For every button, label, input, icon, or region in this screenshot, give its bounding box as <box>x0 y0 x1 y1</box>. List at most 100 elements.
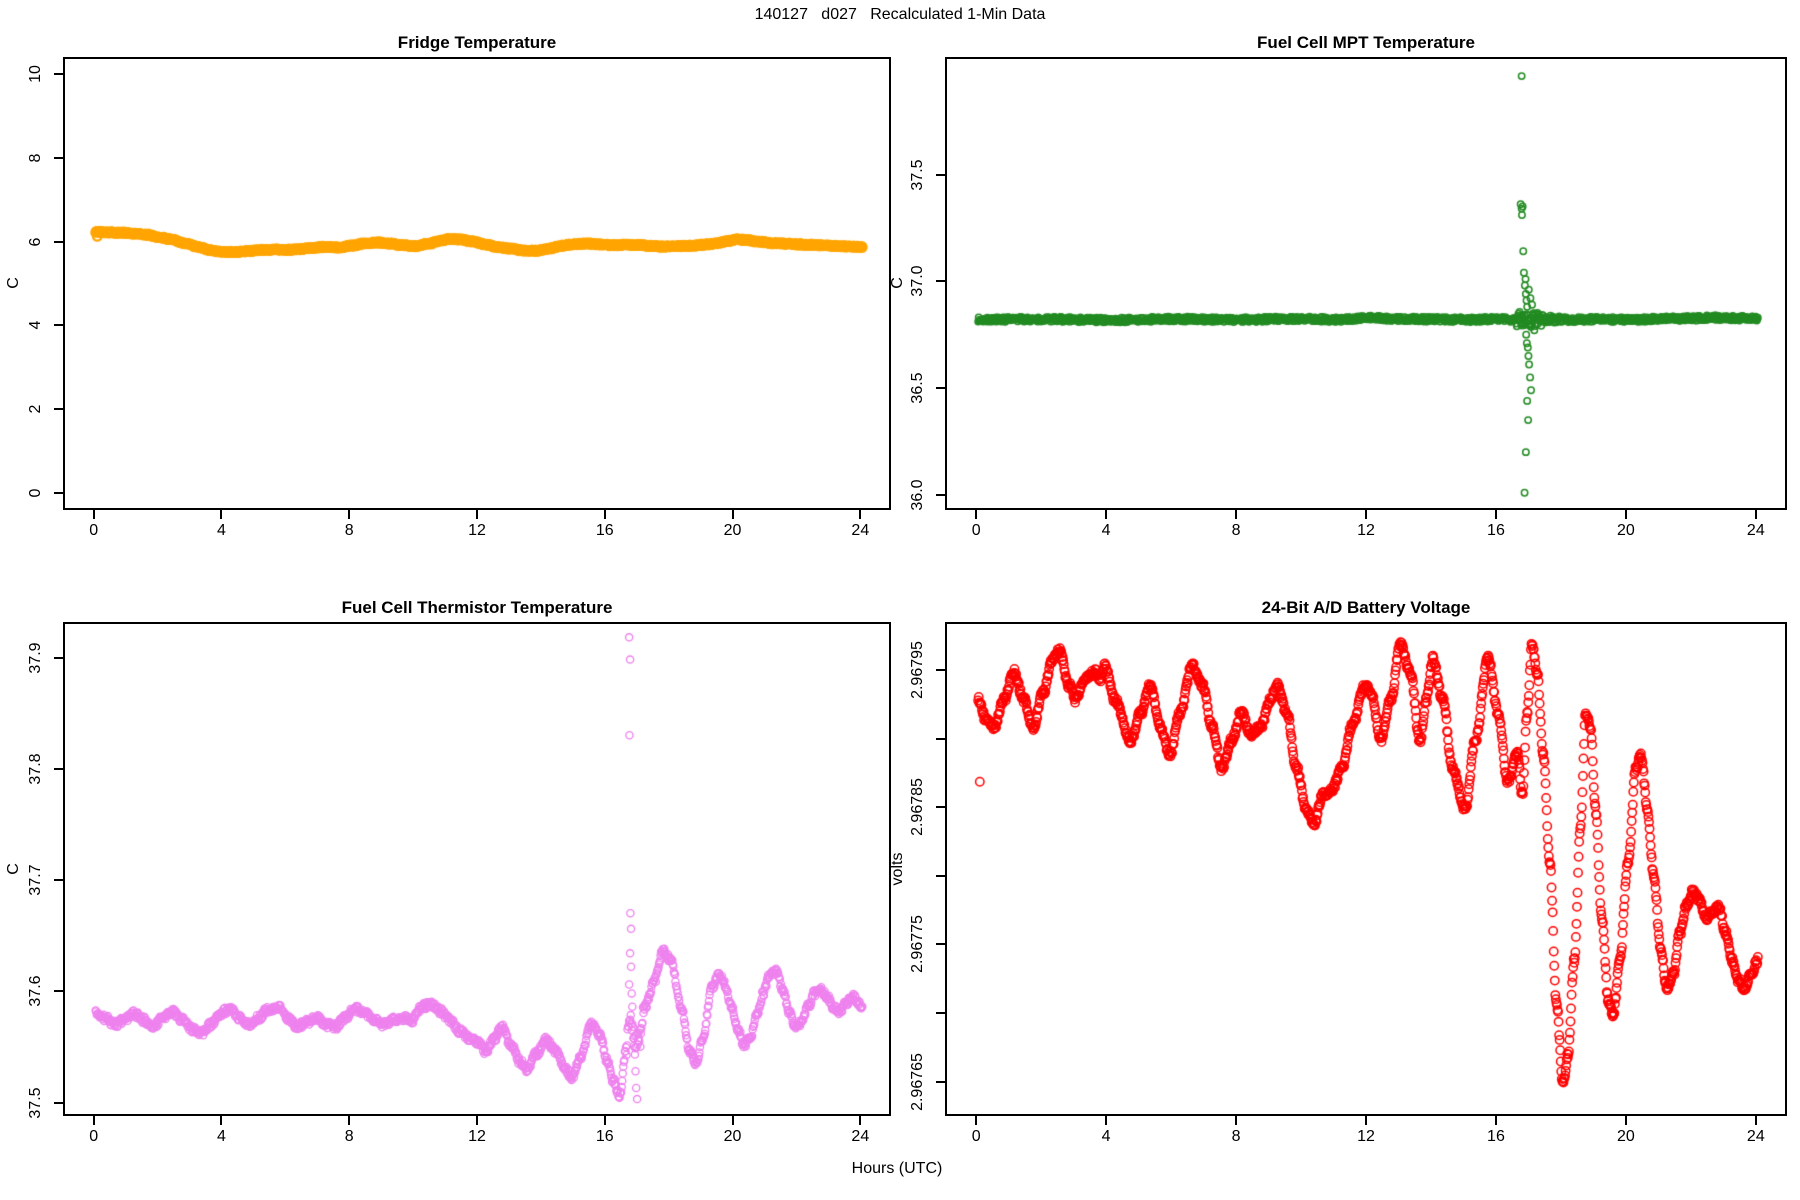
x-tick-mark <box>92 1116 95 1125</box>
y-tick-mark <box>936 806 945 809</box>
panel-title-fridge-temperature: Fridge Temperature <box>397 33 557 52</box>
x-tick-mark <box>220 1116 223 1125</box>
x-tick-mark <box>859 1116 862 1125</box>
x-tick-mark <box>731 1116 734 1125</box>
y-tick-label: 2.96765 <box>909 1052 926 1111</box>
x-tick-mark <box>348 1116 351 1125</box>
y-tick-label: 37.7 <box>27 864 44 896</box>
y-tick-mark <box>54 240 63 243</box>
x-tick-label: 20 <box>723 1128 742 1145</box>
y-tick-label: 37.6 <box>27 975 44 1007</box>
y-tick-label: 37.8 <box>27 753 44 785</box>
x-tick-label: 20 <box>723 522 742 539</box>
y-tick-label: 2 <box>27 404 44 414</box>
x-tick-label: 24 <box>1746 1128 1765 1145</box>
x-tick-label: 12 <box>468 1128 486 1145</box>
x-tick-label: 0 <box>971 1128 981 1145</box>
x-tick-mark <box>731 510 734 519</box>
x-tick-label: 0 <box>89 522 99 539</box>
x-tick-mark <box>1365 510 1367 519</box>
x-tick-label: 20 <box>1616 1128 1635 1145</box>
y-tick-label: 2.96785 <box>909 778 926 837</box>
x-tick-mark <box>859 510 862 519</box>
x-tick-label: 4 <box>216 522 226 539</box>
y-tick-label: 37.5 <box>27 1087 44 1119</box>
x-tick-label: 24 <box>851 522 870 539</box>
x-tick-mark <box>476 1116 478 1125</box>
x-tick-label: 16 <box>1487 1128 1505 1145</box>
x-tick-label: 20 <box>1616 522 1635 539</box>
x-tick-label: 12 <box>1357 522 1375 539</box>
fuel-cell-mpt-scatter-canvas <box>947 59 1789 512</box>
plot-panel-fridge-temperature <box>63 57 893 512</box>
x-tick-mark <box>220 510 223 519</box>
y-tick-label: 0 <box>27 488 44 498</box>
y-tick-mark <box>936 1012 945 1015</box>
y-tick-mark <box>54 408 63 411</box>
y-tick-mark <box>936 494 945 497</box>
x-tick-mark <box>975 510 978 519</box>
x-tick-mark <box>1754 1116 1757 1125</box>
y-tick-mark <box>936 387 945 390</box>
x-tick-label: 8 <box>1231 522 1241 539</box>
y-tick-mark <box>54 879 63 882</box>
x-axis-label: Hours (UTC) <box>851 1160 943 1177</box>
x-tick-label: 4 <box>1101 1128 1111 1145</box>
plot-panel-fuel-cell-mpt-temperature <box>945 57 1789 512</box>
x-tick-mark <box>1624 1116 1627 1125</box>
y-tick-mark <box>936 943 945 946</box>
x-tick-mark <box>1235 1116 1238 1125</box>
fuel-cell-thermistor-scatter-canvas <box>65 624 893 1118</box>
y-tick-label: 2.96795 <box>909 641 926 699</box>
x-tick-mark <box>476 510 478 519</box>
fridge-temperature-scatter-canvas <box>65 59 893 512</box>
y-tick-mark <box>54 656 63 659</box>
x-tick-mark <box>1105 1116 1108 1125</box>
y-axis-label-thermistor: C <box>5 863 22 875</box>
x-tick-label: 4 <box>216 1128 226 1145</box>
y-tick-label: 36.0 <box>909 479 926 511</box>
x-tick-mark <box>1624 510 1627 519</box>
x-tick-label: 8 <box>344 1128 354 1145</box>
x-tick-label: 16 <box>595 1128 614 1145</box>
y-tick-mark <box>54 324 63 327</box>
y-tick-label: 8 <box>27 153 44 163</box>
y-tick-label: 37.5 <box>909 158 926 191</box>
battery-voltage-scatter-canvas <box>947 624 1789 1118</box>
x-tick-mark <box>1105 510 1108 519</box>
x-tick-mark <box>603 1116 606 1125</box>
y-tick-mark <box>54 156 63 159</box>
y-tick-mark <box>54 767 63 770</box>
y-tick-mark <box>936 737 945 740</box>
y-tick-label: 37.9 <box>27 642 44 674</box>
x-tick-mark <box>1235 510 1238 519</box>
x-tick-mark <box>92 510 95 519</box>
x-tick-mark <box>1365 1116 1367 1125</box>
x-tick-label: 24 <box>851 1128 870 1145</box>
y-tick-label: 6 <box>27 237 44 246</box>
y-tick-mark <box>936 280 945 283</box>
x-tick-label: 4 <box>1101 522 1111 539</box>
y-tick-mark <box>936 669 945 672</box>
x-tick-mark <box>1494 1116 1497 1125</box>
x-tick-label: 0 <box>971 522 981 539</box>
y-tick-mark <box>936 173 945 176</box>
x-tick-label: 8 <box>1231 1128 1241 1145</box>
x-tick-mark <box>1494 510 1497 519</box>
x-tick-label: 12 <box>468 522 486 539</box>
plot-panel-fuel-cell-thermistor-temperature <box>63 622 893 1118</box>
x-tick-label: 12 <box>1357 1128 1375 1145</box>
y-tick-mark <box>54 72 63 75</box>
x-tick-mark <box>348 510 351 519</box>
y-tick-label: 4 <box>27 320 44 330</box>
panel-title-fuel-cell-thermistor-temperature: Fuel Cell Thermistor Temperature <box>341 598 613 617</box>
y-tick-label: 2.96775 <box>909 915 926 974</box>
panel-title-fuel-cell-mpt-temperature: Fuel Cell MPT Temperature <box>1257 33 1475 52</box>
y-tick-label: 37.0 <box>909 265 926 297</box>
x-tick-label: 16 <box>595 522 614 539</box>
x-tick-mark <box>975 1116 978 1125</box>
x-tick-mark <box>1754 510 1757 519</box>
y-tick-label: 36.5 <box>909 372 926 404</box>
x-tick-label: 24 <box>1746 522 1765 539</box>
